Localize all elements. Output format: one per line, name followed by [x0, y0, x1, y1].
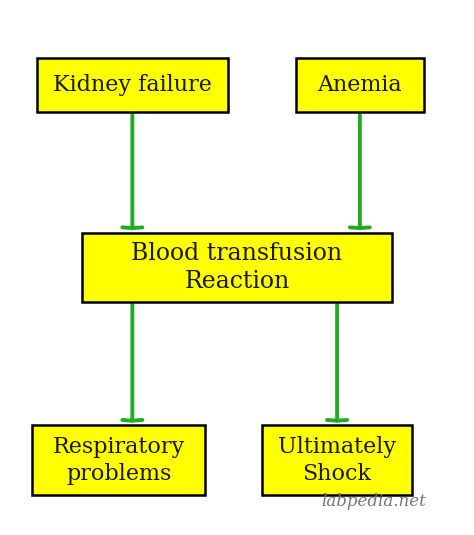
Text: Kidney failure: Kidney failure	[53, 74, 212, 96]
Text: Anemia: Anemia	[318, 74, 402, 96]
FancyBboxPatch shape	[262, 425, 412, 495]
FancyBboxPatch shape	[37, 58, 228, 112]
Text: Blood transfusion
Reaction: Blood transfusion Reaction	[131, 242, 343, 293]
FancyBboxPatch shape	[82, 233, 392, 302]
Text: Respiratory
problems: Respiratory problems	[53, 435, 185, 485]
Text: labpedia.net: labpedia.net	[321, 493, 426, 510]
FancyBboxPatch shape	[32, 425, 205, 495]
FancyBboxPatch shape	[296, 58, 424, 112]
Text: Ultimately
Shock: Ultimately Shock	[278, 435, 396, 485]
